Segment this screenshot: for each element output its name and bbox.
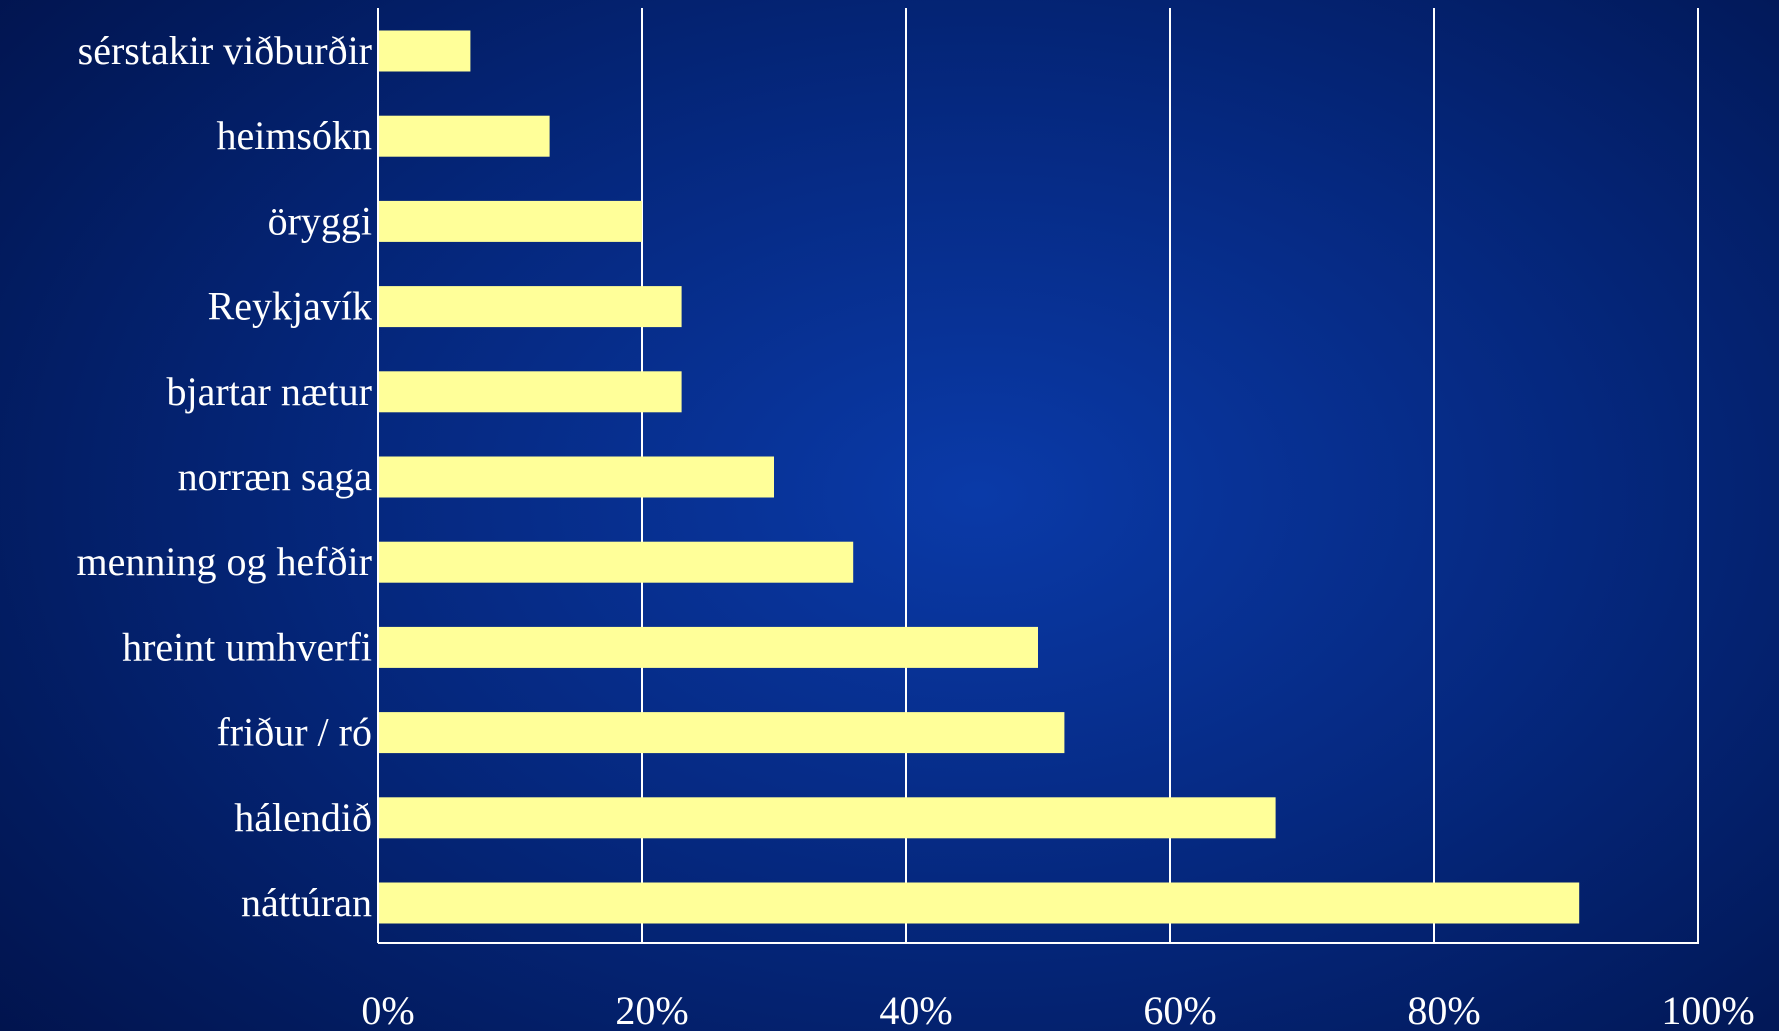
x-tick-label: 80% bbox=[1407, 988, 1480, 1031]
x-tick-label: 40% bbox=[879, 988, 952, 1031]
grid-lines bbox=[641, 8, 1699, 943]
category-labels: sérstakir viðburðir heimsókn öryggi Reykjav… bbox=[77, 28, 373, 925]
category-label: friður / ró bbox=[216, 710, 372, 755]
x-tick-label: 20% bbox=[615, 988, 688, 1031]
bar-9 bbox=[379, 712, 1065, 754]
x-tick-label: 0% bbox=[361, 988, 414, 1031]
bar-1 bbox=[379, 30, 471, 72]
category-label: hreint umhverfi bbox=[122, 624, 372, 669]
category-label: Reykjavík bbox=[208, 284, 372, 329]
bar-6 bbox=[379, 456, 774, 498]
category-label: norræn saga bbox=[178, 454, 373, 499]
bar-8 bbox=[379, 626, 1038, 668]
category-label: menning og hefðir bbox=[77, 539, 373, 584]
category-label: bjartar nætur bbox=[167, 369, 373, 414]
bar-3 bbox=[379, 200, 642, 242]
x-tick-label: 100% bbox=[1661, 988, 1754, 1031]
x-tick-label: 60% bbox=[1143, 988, 1216, 1031]
category-label: hálendið bbox=[234, 795, 372, 840]
bar-10 bbox=[379, 797, 1276, 839]
category-label: öryggi bbox=[268, 198, 372, 243]
category-label: heimsókn bbox=[216, 113, 372, 158]
bar-5 bbox=[379, 371, 682, 413]
bar-2 bbox=[379, 115, 550, 157]
x-tick-labels: 0% 20% 40% 60% 80% 100% bbox=[361, 988, 1754, 1031]
bar-4 bbox=[379, 286, 682, 328]
axes bbox=[377, 8, 1699, 944]
bar-11 bbox=[379, 882, 1580, 924]
bars bbox=[379, 30, 1580, 924]
bar-7 bbox=[379, 541, 854, 583]
category-label: sérstakir viðburðir bbox=[78, 28, 372, 73]
category-label: náttúran bbox=[241, 880, 372, 925]
